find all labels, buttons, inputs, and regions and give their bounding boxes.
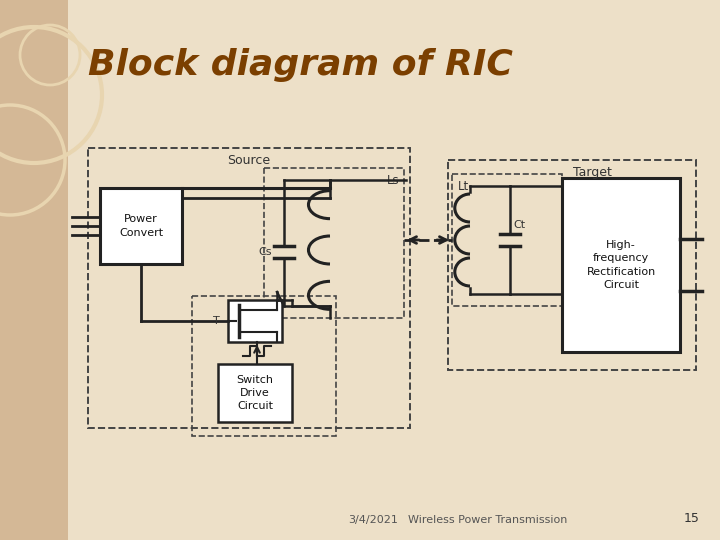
Text: Target: Target bbox=[572, 166, 611, 179]
Text: Power
Convert: Power Convert bbox=[119, 214, 163, 238]
Bar bbox=[228, 300, 282, 342]
Bar bbox=[452, 174, 562, 306]
Text: Lt: Lt bbox=[458, 180, 469, 193]
Text: Block diagram of RIC: Block diagram of RIC bbox=[88, 48, 513, 82]
Text: Cs: Cs bbox=[258, 247, 272, 257]
Bar bbox=[562, 178, 680, 352]
Text: Ct: Ct bbox=[513, 220, 525, 230]
Text: Switch
Drive
Circuit: Switch Drive Circuit bbox=[236, 375, 274, 411]
Bar bbox=[0, 0, 68, 540]
Text: 15: 15 bbox=[684, 512, 700, 525]
Text: Wireless Power Transmission: Wireless Power Transmission bbox=[408, 515, 567, 525]
Bar bbox=[88, 148, 410, 428]
Text: 3/4/2021: 3/4/2021 bbox=[348, 515, 398, 525]
Bar bbox=[264, 168, 404, 318]
Text: Ls: Ls bbox=[387, 174, 400, 187]
Bar bbox=[448, 160, 696, 370]
Text: Source: Source bbox=[228, 154, 271, 167]
Bar bbox=[100, 188, 182, 264]
Bar bbox=[218, 364, 292, 422]
Text: High-
frequency
Rectification
Circuit: High- frequency Rectification Circuit bbox=[586, 240, 656, 290]
Bar bbox=[192, 296, 336, 436]
Text: T: T bbox=[213, 316, 220, 326]
